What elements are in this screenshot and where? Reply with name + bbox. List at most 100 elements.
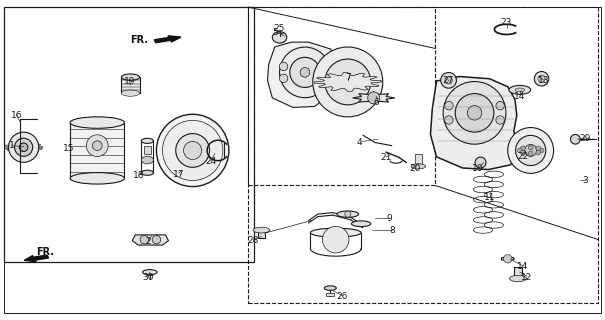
Text: 30: 30 — [142, 273, 154, 282]
Polygon shape — [38, 148, 42, 149]
Ellipse shape — [445, 101, 453, 110]
Ellipse shape — [157, 114, 229, 187]
Ellipse shape — [443, 82, 506, 144]
Polygon shape — [36, 144, 41, 145]
Polygon shape — [132, 235, 169, 245]
Ellipse shape — [175, 133, 209, 167]
Ellipse shape — [122, 90, 140, 96]
Text: 11: 11 — [484, 193, 495, 202]
Bar — [258, 230, 265, 238]
Ellipse shape — [280, 47, 330, 98]
Ellipse shape — [8, 132, 39, 162]
Polygon shape — [15, 142, 21, 143]
Text: 15: 15 — [62, 144, 74, 153]
Ellipse shape — [322, 62, 330, 71]
Polygon shape — [33, 150, 39, 151]
Ellipse shape — [467, 106, 482, 120]
Ellipse shape — [70, 117, 125, 128]
Polygon shape — [314, 73, 382, 92]
Polygon shape — [5, 145, 10, 146]
Ellipse shape — [280, 62, 288, 71]
Text: 5: 5 — [272, 28, 278, 37]
Text: 20: 20 — [409, 164, 420, 173]
Ellipse shape — [142, 170, 154, 175]
Text: 7: 7 — [345, 73, 351, 82]
Ellipse shape — [342, 76, 354, 88]
Polygon shape — [4, 147, 9, 148]
Ellipse shape — [87, 135, 108, 156]
Polygon shape — [24, 142, 28, 143]
Ellipse shape — [183, 141, 201, 159]
Polygon shape — [353, 92, 395, 104]
Polygon shape — [502, 257, 514, 261]
Ellipse shape — [352, 221, 371, 227]
Polygon shape — [19, 151, 24, 153]
Ellipse shape — [143, 270, 157, 275]
Ellipse shape — [517, 148, 522, 153]
Text: 12: 12 — [522, 273, 533, 282]
Bar — [415, 154, 422, 166]
Polygon shape — [6, 149, 12, 151]
FancyArrow shape — [154, 36, 181, 43]
Polygon shape — [27, 151, 32, 153]
Ellipse shape — [70, 172, 125, 184]
Ellipse shape — [475, 157, 486, 168]
Bar — [4, 7, 254, 262]
Polygon shape — [38, 146, 43, 147]
Ellipse shape — [322, 227, 349, 253]
Text: 13: 13 — [538, 76, 550, 85]
Bar — [326, 293, 335, 296]
Ellipse shape — [272, 32, 287, 43]
Text: 27: 27 — [442, 76, 454, 85]
Ellipse shape — [122, 74, 140, 80]
Ellipse shape — [509, 85, 531, 94]
Ellipse shape — [509, 275, 526, 282]
Ellipse shape — [520, 150, 525, 155]
Polygon shape — [30, 142, 36, 144]
Ellipse shape — [538, 75, 545, 82]
Ellipse shape — [152, 236, 161, 244]
Ellipse shape — [445, 116, 453, 124]
Ellipse shape — [313, 47, 383, 117]
Text: 14: 14 — [514, 92, 526, 101]
Ellipse shape — [536, 150, 541, 155]
Text: 23: 23 — [501, 19, 512, 28]
Ellipse shape — [536, 146, 541, 151]
Ellipse shape — [345, 211, 351, 217]
Ellipse shape — [455, 93, 494, 132]
Ellipse shape — [310, 228, 361, 237]
Ellipse shape — [528, 145, 533, 150]
Text: 24: 24 — [205, 157, 217, 166]
Ellipse shape — [515, 135, 546, 165]
Bar — [70, 123, 125, 178]
Ellipse shape — [93, 141, 102, 150]
Ellipse shape — [322, 74, 330, 83]
Ellipse shape — [142, 138, 154, 143]
Ellipse shape — [15, 138, 33, 156]
Ellipse shape — [515, 88, 525, 92]
Text: 28: 28 — [247, 236, 259, 245]
Ellipse shape — [325, 59, 371, 105]
Text: 2: 2 — [146, 237, 151, 246]
Ellipse shape — [496, 101, 505, 110]
Ellipse shape — [142, 156, 154, 164]
Ellipse shape — [503, 254, 512, 263]
Ellipse shape — [520, 146, 525, 151]
Ellipse shape — [508, 128, 554, 173]
Ellipse shape — [445, 77, 452, 84]
Ellipse shape — [528, 151, 533, 156]
Ellipse shape — [280, 74, 288, 83]
Ellipse shape — [411, 164, 426, 169]
Bar — [144, 146, 151, 154]
Polygon shape — [8, 143, 15, 145]
Ellipse shape — [300, 68, 310, 77]
Text: 22: 22 — [517, 152, 528, 161]
Bar — [122, 77, 140, 93]
Text: 1: 1 — [8, 141, 15, 150]
Ellipse shape — [539, 148, 544, 153]
Text: 10: 10 — [472, 164, 483, 173]
Text: 29: 29 — [580, 134, 590, 143]
Bar — [248, 7, 598, 303]
Ellipse shape — [324, 286, 336, 290]
Text: 4: 4 — [357, 138, 362, 147]
